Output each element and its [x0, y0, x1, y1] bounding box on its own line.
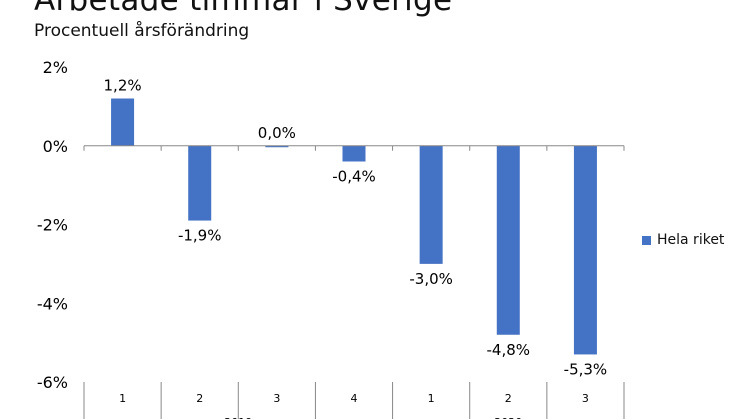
data-label: -0,4% [332, 168, 376, 186]
data-label: -3,0% [409, 270, 453, 288]
legend-swatch [642, 235, 651, 245]
bars [111, 98, 597, 355]
legend: Hela riket [642, 232, 724, 248]
bar [496, 145, 520, 335]
x-group-label: 2019 [224, 416, 252, 419]
x-tick-label: 2 [196, 392, 203, 405]
bar [419, 145, 443, 264]
bar [573, 145, 597, 355]
x-tick-label: 4 [351, 392, 358, 405]
x-tick-label: 3 [273, 392, 280, 405]
x-group-label: 2020 [494, 416, 522, 419]
y-axis-ticks: 2% 0% -2% -4% -6% [37, 58, 68, 392]
data-label: -5,3% [564, 360, 608, 378]
y-tick-label: 0% [43, 137, 68, 156]
data-label: 0,0% [258, 124, 296, 142]
data-label: -4,8% [487, 341, 531, 359]
chart-subtitle: Procentuell årsförändring [34, 21, 250, 41]
bar [265, 145, 289, 148]
y-tick-label: -6% [37, 373, 68, 392]
x-axis: 1 2 3 4 1 2 3 2019 2020 [83, 145, 625, 419]
x-tick-label: 3 [582, 392, 589, 405]
data-label: 1,2% [104, 77, 142, 95]
data-label: -1,9% [178, 227, 222, 245]
chart-title: Arbetade timmar i Sverige [34, 0, 453, 18]
bar [111, 98, 135, 146]
y-tick-label: -2% [37, 216, 68, 235]
bar [188, 145, 212, 221]
x-tick-label: 1 [428, 392, 435, 405]
bar [342, 145, 366, 162]
data-labels: 1,2% -1,9% 0,0% -0,4% -3,0% -4,8% -5,3% [104, 77, 608, 379]
x-tick-label: 2 [505, 392, 512, 405]
legend-label: Hela riket [657, 232, 725, 248]
y-tick-label: 2% [43, 58, 68, 77]
y-tick-label: -4% [37, 294, 68, 313]
x-tick-label: 1 [119, 392, 126, 405]
